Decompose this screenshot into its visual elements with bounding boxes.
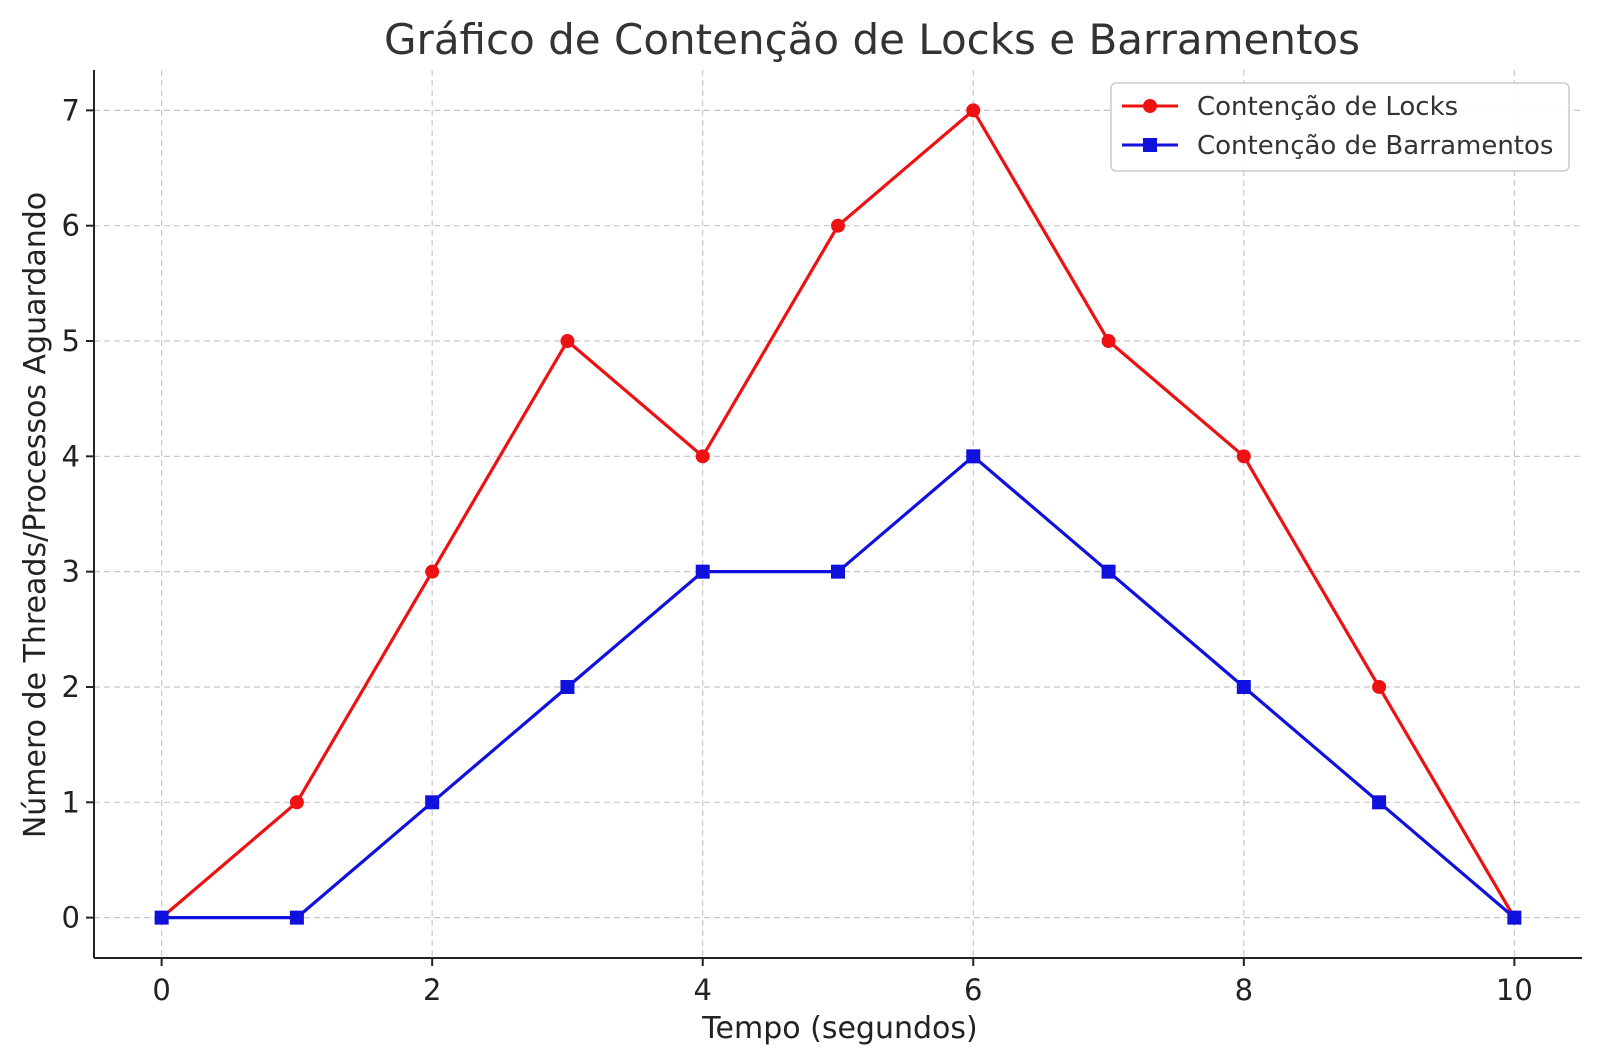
y-tick-label-0: 0 — [62, 901, 80, 935]
x-tick-label-8: 8 — [1235, 973, 1253, 1007]
axes — [93, 70, 1582, 959]
legend: Contenção de Locks Contenção de Barramen… — [1110, 82, 1570, 172]
x-tick-label-0: 0 — [152, 973, 170, 1007]
data-point-barramentos-9 — [1372, 795, 1387, 810]
legend-box — [1110, 82, 1570, 172]
y-tick-label-7: 7 — [62, 93, 80, 127]
grid — [94, 70, 1582, 958]
data-point-barramentos-3 — [560, 679, 575, 694]
data-point-barramentos-0 — [154, 910, 169, 925]
legend-marker-barramentos — [1143, 138, 1157, 152]
y-tick-label-3: 3 — [62, 555, 80, 589]
data-point-barramentos-7 — [1101, 564, 1116, 579]
y-tick-label-1: 1 — [62, 785, 80, 819]
legend-label-barramentos: Contenção de Barramentos — [1197, 131, 1553, 161]
legend-label-locks: Contenção de Locks — [1197, 92, 1458, 122]
data-point-locks-9 — [1372, 679, 1387, 694]
series-layer — [154, 103, 1522, 925]
ticks: 0 2 4 6 8 10 0 1 2 3 4 5 6 7 — [62, 93, 1533, 1007]
x-tick-label-6: 6 — [964, 973, 982, 1007]
y-tick-label-6: 6 — [62, 209, 80, 243]
x-tick-label-4: 4 — [694, 973, 712, 1007]
data-point-barramentos-10 — [1507, 910, 1522, 925]
y-axis-label: Número de Threads/Processos Aguardando — [18, 192, 53, 838]
data-point-locks-4 — [695, 449, 710, 464]
y-tick-label-2: 2 — [62, 670, 80, 704]
data-point-barramentos-8 — [1236, 679, 1251, 694]
data-point-locks-6 — [966, 103, 981, 118]
data-point-locks-8 — [1236, 449, 1251, 464]
data-point-barramentos-4 — [695, 564, 710, 579]
legend-marker-locks — [1143, 99, 1157, 113]
data-point-barramentos-1 — [289, 910, 304, 925]
x-tick-label-2: 2 — [423, 973, 441, 1007]
data-point-locks-5 — [831, 218, 845, 233]
data-point-barramentos-2 — [425, 795, 440, 810]
data-point-barramentos-5 — [831, 564, 845, 579]
data-point-locks-2 — [425, 564, 440, 579]
y-tick-label-4: 4 — [62, 439, 80, 473]
data-point-locks-7 — [1101, 334, 1116, 349]
data-point-barramentos-6 — [966, 449, 981, 464]
data-point-locks-1 — [289, 795, 304, 810]
x-axis-label: Tempo (segundos) — [701, 1011, 977, 1046]
y-tick-label-5: 5 — [62, 324, 80, 358]
x-tick-label-10: 10 — [1496, 973, 1533, 1007]
data-point-locks-3 — [560, 334, 575, 349]
chart-title: Gráfico de Contenção de Locks e Barramen… — [384, 15, 1360, 64]
